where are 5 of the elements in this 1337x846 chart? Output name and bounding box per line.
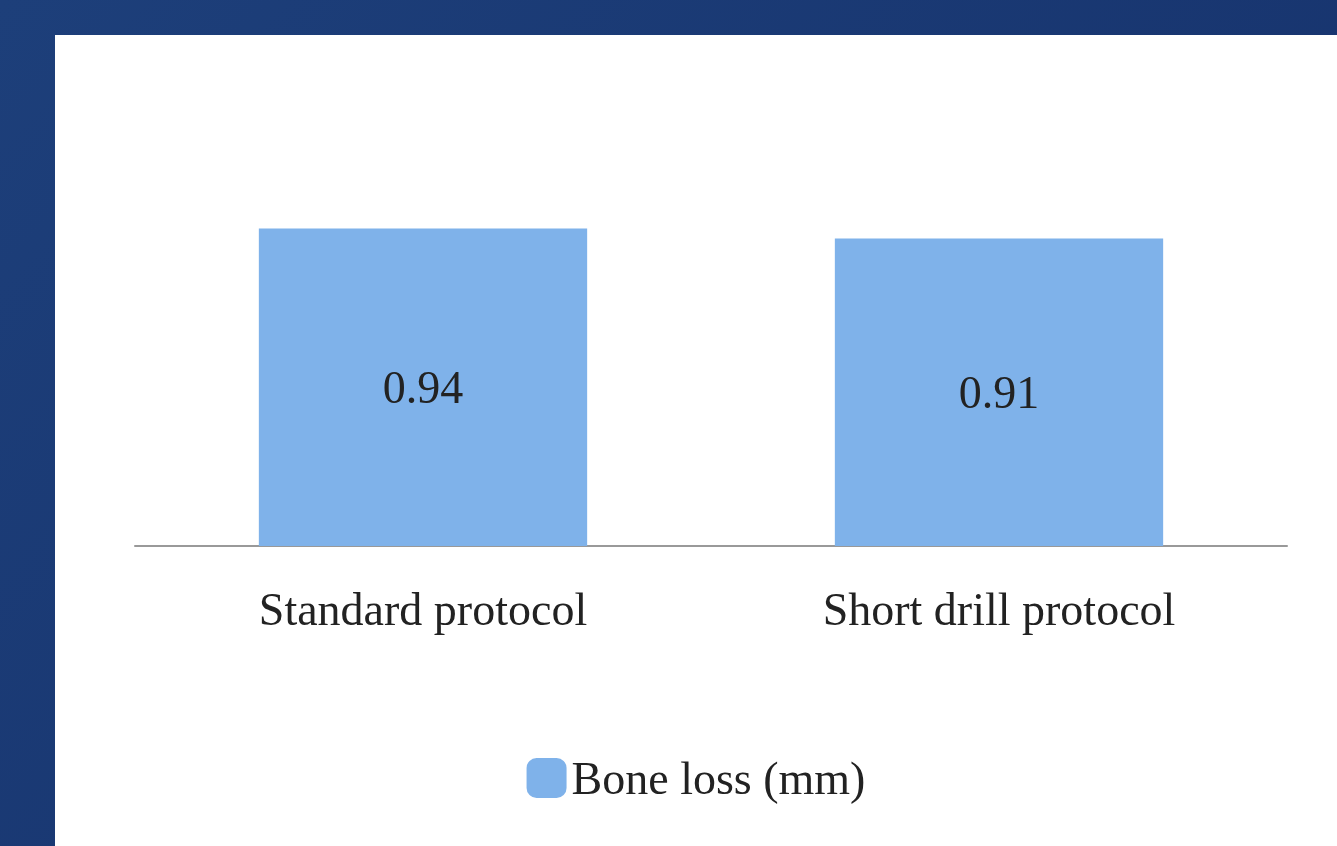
data-label: 0.94 — [382, 361, 464, 413]
data-label: 0.91 — [958, 366, 1040, 418]
legend-label: Bone loss (mm) — [571, 752, 866, 804]
x-tick-label: Standard protocol — [258, 583, 588, 635]
x-tick-label: Short drill protocol — [822, 583, 1176, 635]
